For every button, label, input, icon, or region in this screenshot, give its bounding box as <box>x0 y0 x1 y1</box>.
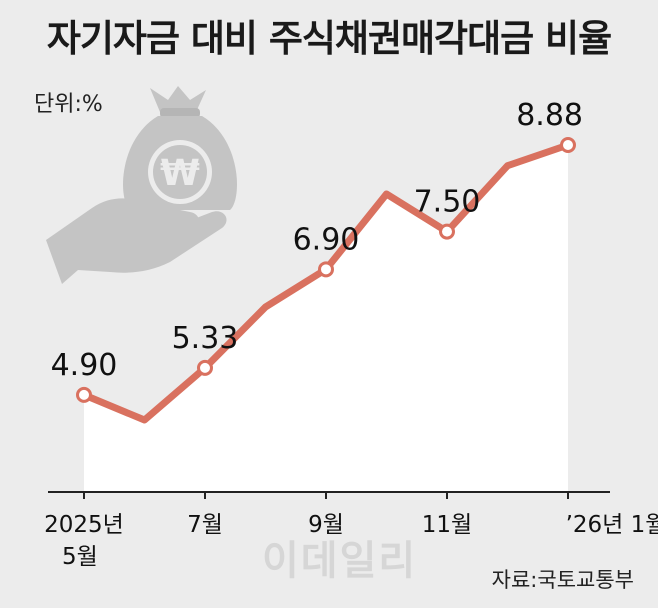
unit-label: 단위:% <box>34 92 103 117</box>
chart-title: 자기자금 대비 주식채권매각대금 비율 <box>46 17 612 60</box>
data-point-4 <box>560 137 576 153</box>
x-tick-label-0-1: 5월 <box>62 544 98 570</box>
x-tick-label-0-0: 2025년 <box>44 512 124 538</box>
data-label-0: 4.90 <box>51 348 118 383</box>
x-tick-label-4-0: ’26년 1월 <box>566 512 658 538</box>
data-point-1 <box>197 359 213 376</box>
x-tick-label-1-0: 7월 <box>187 512 223 538</box>
x-tick-label-2-0: 9월 <box>308 512 344 538</box>
source-label: 자료:국토교통부 <box>491 568 634 592</box>
data-point-0 <box>76 386 92 403</box>
money-bag-hand-icon: ₩ <box>46 86 237 284</box>
svg-text:₩: ₩ <box>160 153 200 194</box>
data-label-1: 5.33 <box>172 321 239 356</box>
data-point-2 <box>318 261 334 278</box>
data-point-3 <box>439 223 455 240</box>
data-label-3: 7.50 <box>414 185 481 220</box>
data-label-4: 8.88 <box>516 98 583 133</box>
data-label-2: 6.90 <box>293 222 360 257</box>
watermark: 이데일리 <box>262 538 418 584</box>
x-tick-label-3-0: 11월 <box>422 512 472 538</box>
